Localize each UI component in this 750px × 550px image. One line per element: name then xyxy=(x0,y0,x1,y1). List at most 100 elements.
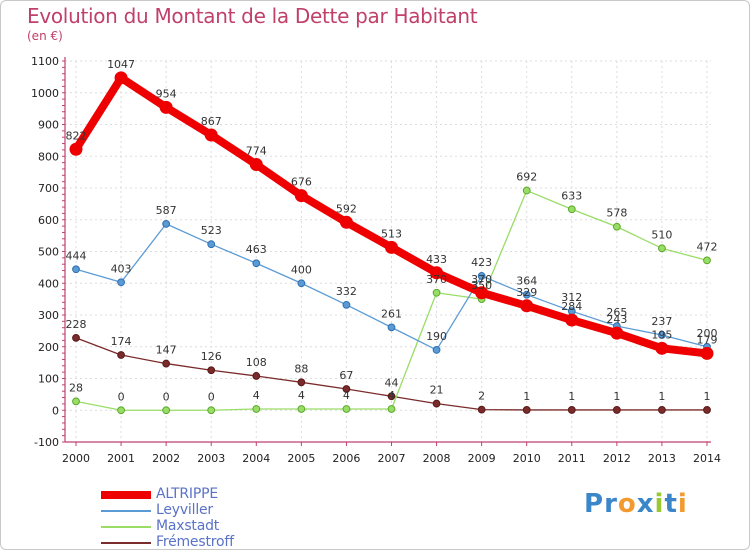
data-point xyxy=(432,399,441,408)
x-tick-label: 2008 xyxy=(423,452,451,465)
x-tick-label: 2010 xyxy=(513,452,541,465)
data-label: 822 xyxy=(66,129,87,142)
y-tick-label: 100 xyxy=(38,373,59,386)
data-point xyxy=(703,406,711,414)
data-label: 190 xyxy=(426,330,447,343)
data-label: 332 xyxy=(336,285,357,298)
data-point xyxy=(658,406,666,414)
data-point xyxy=(658,244,666,253)
data-point xyxy=(387,392,396,401)
y-tick-label: 1100 xyxy=(31,55,59,68)
data-point xyxy=(658,331,666,339)
data-label: 312 xyxy=(561,291,582,304)
legend-swatch xyxy=(101,510,151,512)
y-tick-label: 500 xyxy=(38,246,59,259)
data-point xyxy=(342,385,351,393)
data-label: 592 xyxy=(336,202,357,215)
x-tick-label: 2006 xyxy=(332,452,360,465)
data-point xyxy=(117,351,125,359)
data-label: 444 xyxy=(66,249,87,262)
data-point xyxy=(159,100,173,114)
legend-label: Frémestroff xyxy=(156,534,234,550)
x-tick-label: 2013 xyxy=(648,452,676,465)
data-label: 578 xyxy=(606,207,627,220)
data-point xyxy=(207,406,216,415)
data-label: 472 xyxy=(697,240,718,253)
logo-letter: x xyxy=(636,489,655,519)
data-label: 1 xyxy=(704,390,711,403)
data-label: 1047 xyxy=(107,58,135,71)
data-point xyxy=(252,259,261,268)
logo-letter: o xyxy=(617,489,637,519)
y-tick-label: 800 xyxy=(38,150,59,163)
data-label: 510 xyxy=(651,228,672,241)
data-point xyxy=(342,300,351,309)
data-label: 403 xyxy=(111,262,132,275)
data-label: 867 xyxy=(201,115,222,128)
data-label: 147 xyxy=(156,344,177,357)
data-label: 774 xyxy=(246,145,267,158)
data-point xyxy=(72,397,80,406)
data-label: 126 xyxy=(201,350,222,363)
data-label: 4 xyxy=(388,389,395,402)
data-point xyxy=(342,405,351,413)
data-label: 108 xyxy=(246,356,267,369)
y-tick-label: 400 xyxy=(38,277,59,290)
logo-letter: P xyxy=(584,489,605,519)
data-label: 692 xyxy=(516,171,537,184)
y-tick-label: 200 xyxy=(38,341,59,354)
x-tick-label: 2011 xyxy=(558,452,586,465)
y-tick-label: 900 xyxy=(38,119,59,132)
data-point xyxy=(252,405,261,413)
data-label: 2 xyxy=(478,390,485,403)
data-point xyxy=(387,323,396,332)
y-tick-label: -100 xyxy=(34,436,59,449)
data-point xyxy=(249,158,263,172)
data-point xyxy=(522,406,531,414)
x-tick-label: 2004 xyxy=(242,452,270,465)
data-label: 228 xyxy=(66,318,87,331)
data-point xyxy=(117,406,125,415)
data-point xyxy=(610,326,624,340)
proxiti-logo: Proxiti xyxy=(584,489,688,519)
data-label: 513 xyxy=(381,227,402,240)
data-label: 88 xyxy=(294,362,308,375)
data-point xyxy=(385,240,398,254)
data-label: 4 xyxy=(343,389,350,402)
data-point xyxy=(567,205,576,214)
data-label: 44 xyxy=(385,376,399,389)
data-point xyxy=(430,266,444,280)
y-tick-label: 0 xyxy=(52,404,59,417)
data-point xyxy=(294,189,308,203)
data-label: 587 xyxy=(156,204,177,217)
data-point xyxy=(297,378,306,387)
data-point xyxy=(477,405,486,414)
data-label: 0 xyxy=(208,390,215,403)
data-point xyxy=(475,286,489,300)
data-point xyxy=(655,341,669,355)
data-point xyxy=(69,142,83,156)
x-tick-label: 2000 xyxy=(62,452,90,465)
data-label: 284 xyxy=(561,300,582,313)
data-label: 4 xyxy=(298,389,305,402)
data-label: 174 xyxy=(111,335,132,348)
x-tick-label: 2001 xyxy=(107,452,135,465)
x-tick-label: 2003 xyxy=(197,452,225,465)
x-tick-label: 2007 xyxy=(378,452,406,465)
x-tick-label: 2012 xyxy=(603,452,631,465)
data-point xyxy=(114,71,128,85)
data-label: 350 xyxy=(471,279,492,292)
y-tick-label: 700 xyxy=(38,182,59,195)
data-point xyxy=(207,240,216,249)
data-label: 21 xyxy=(430,384,444,397)
logo-letter: t xyxy=(664,489,678,519)
data-point xyxy=(204,128,218,142)
data-label: 1 xyxy=(613,390,620,403)
data-label: 67 xyxy=(339,369,353,382)
data-label: 4 xyxy=(253,389,260,402)
data-point xyxy=(162,219,171,228)
legend-label: Leyviller xyxy=(156,502,213,518)
data-label: 433 xyxy=(426,253,447,266)
x-tick-label: 2009 xyxy=(468,452,496,465)
data-point xyxy=(252,372,261,380)
